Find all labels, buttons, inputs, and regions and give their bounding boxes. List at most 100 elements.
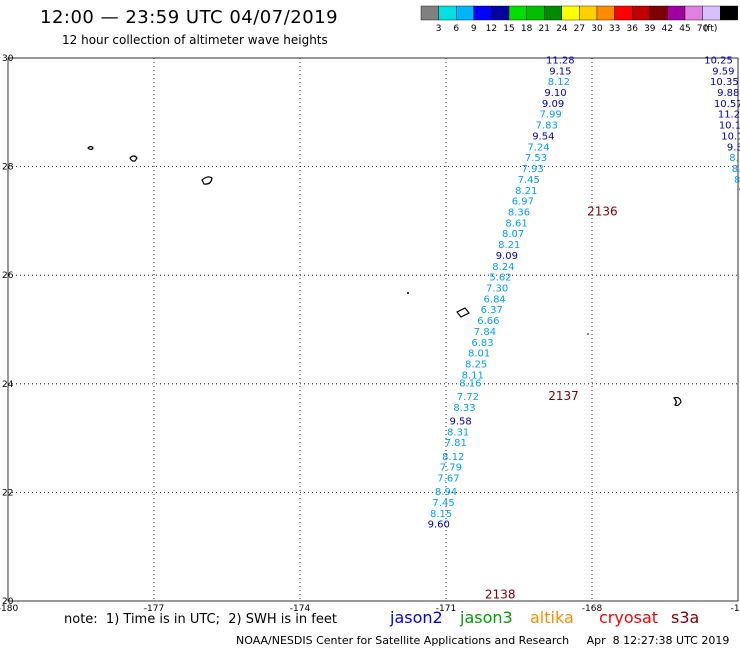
swh-value-label: 9.15 (549, 66, 571, 77)
swh-value-label: 8.61 (505, 218, 527, 229)
swh-value-label: 8.31 (447, 427, 469, 438)
swh-value-label: 9.60 (428, 520, 450, 531)
scale-swatch (720, 5, 739, 21)
scale-unit-label: (ft) (704, 24, 718, 34)
scale-tick-label: 12 (486, 24, 497, 34)
scale-tick-label: 24 (556, 24, 568, 34)
swh-value-label: 7.45 (518, 175, 540, 186)
footnote: note: 1) Time is in UTC; 2) SWH is in fe… (64, 612, 337, 627)
swh-value-label: 9.30 (727, 142, 740, 153)
swh-value-label: 10.19 (719, 121, 740, 132)
swh-value-label: 8.16 (459, 379, 481, 390)
swh-value-label: 8.29 (732, 164, 740, 175)
swh-value-label: 11.22 (718, 110, 740, 121)
swh-value-label: 6.37 (481, 305, 503, 316)
island-outline (201, 176, 213, 185)
swh-value-label: 7.81 (445, 438, 467, 449)
swh-value-label: 8.21 (498, 240, 520, 251)
swh-value-label: 9.10 (544, 88, 566, 99)
swh-value-label: 6.97 (512, 197, 534, 208)
swh-value-label: 9.2 (739, 186, 740, 197)
swh-value-label: 7.45 (432, 498, 454, 509)
island-outline (129, 155, 138, 162)
swh-value-label: 8.01 (468, 349, 490, 360)
track-time-label: 2138 (485, 587, 516, 601)
swh-value-label: 10.25 (704, 55, 733, 66)
swh-value-label: 8.25 (465, 360, 487, 371)
scale-tick-label: 21 (538, 24, 549, 34)
island-outline (672, 396, 682, 407)
swh-value-label: 9.58 (449, 417, 471, 428)
swh-value-label: 8.94 (435, 487, 457, 498)
legend-jason3: jason3 (460, 608, 513, 627)
x-tick-label: -168 (582, 604, 603, 612)
x-tick-label: -16 (731, 604, 740, 612)
page-title: 12:00 — 23:59 UTC 04/07/2019 (40, 7, 339, 28)
swh-value-label: 8.12 (442, 452, 464, 463)
swh-value-label: 8.33 (453, 403, 475, 414)
legend-cryosat: cryosat (599, 608, 659, 627)
island-dot (407, 292, 409, 294)
scale-tick-label: 33 (609, 24, 620, 34)
track-time-label: 2136 (587, 204, 618, 218)
island-dot (587, 333, 589, 335)
map-frame (7, 57, 739, 602)
scale-tick-label: 18 (521, 24, 533, 34)
swh-value-label: 7.83 (536, 121, 558, 132)
swh-value-label: 10.57 (714, 99, 740, 110)
x-tick-label: -177 (144, 604, 164, 612)
swh-value-label: 6.84 (484, 294, 506, 305)
scale-tick-label: 15 (503, 24, 514, 34)
swh-value-label: 8.07 (502, 229, 524, 240)
scale-tick-label: 27 (574, 24, 585, 34)
scale-tick-label: 36 (626, 24, 638, 34)
swh-value-label: 11.28 (546, 55, 575, 66)
legend-s3a: s3a (671, 608, 700, 627)
scale-tick-label: 70 (697, 24, 709, 34)
scale-tick-label: 6 (453, 24, 459, 34)
track-time-label: 2137 (548, 389, 579, 403)
scale-tick-label: 42 (662, 24, 673, 34)
swh-value-label: 7.30 (486, 283, 508, 294)
swh-value-label: 10.35 (710, 77, 739, 88)
island-outline (87, 145, 94, 151)
y-tick-label: 22 (2, 488, 13, 498)
swh-value-label: 7.79 (440, 463, 462, 474)
swh-value-label: 5.62 (489, 273, 511, 284)
swh-value-label: 10.16 (721, 131, 740, 142)
x-tick-label: -171 (436, 604, 456, 612)
swh-value-label: 7.72 (457, 392, 479, 403)
page-subtitle: 12 hour collection of altimeter wave hei… (62, 33, 328, 47)
scale-tick-label: 3 (436, 24, 442, 34)
swh-value-label: 7.67 (437, 474, 459, 485)
swh-value-label: 8.36 (508, 207, 530, 218)
scale-tick-label: 45 (679, 24, 690, 34)
wave-height-map: -180 -177 -174 -171 -168 -16 30 28 26 24 22 20 11.28… (0, 54, 740, 612)
swh-value-label: 9.88 (717, 88, 739, 99)
scale-tick-label: 39 (644, 24, 656, 34)
y-tick-label: 26 (2, 271, 14, 281)
swh-value-label: 6.66 (477, 316, 499, 327)
credit-line: NOAA/NESDIS Center for Satellite Applica… (236, 634, 730, 647)
swh-value-label: 6.83 (471, 338, 493, 349)
y-tick-label: 20 (2, 597, 14, 607)
swh-value-label: 7.99 (540, 110, 562, 121)
island-outline (456, 307, 470, 318)
swh-value-label: 8.11 (462, 370, 484, 381)
swh-value-label: 8.24 (492, 262, 514, 273)
swh-value-label: 8.12 (548, 77, 570, 88)
scale-tick-label: 9 (471, 24, 477, 34)
swh-value-label: 7.53 (525, 153, 547, 164)
swh-value-label: 9.09 (496, 251, 518, 262)
swh-value-label: 9.54 (532, 131, 554, 142)
x-tick-label: -180 (0, 604, 18, 612)
x-tick-label: -174 (290, 604, 311, 612)
swh-value-label: 9.09 (542, 99, 564, 110)
y-tick-label: 28 (2, 163, 14, 173)
swh-value-label: 7.93 (521, 164, 543, 175)
swh-value-label: 8.21 (515, 186, 537, 197)
swh-value-label: 7.24 (527, 142, 549, 153)
legend-altika: altika (530, 608, 574, 627)
swh-value-label: 8.15 (430, 509, 452, 520)
swh-value-label: 8.78 (734, 175, 740, 186)
